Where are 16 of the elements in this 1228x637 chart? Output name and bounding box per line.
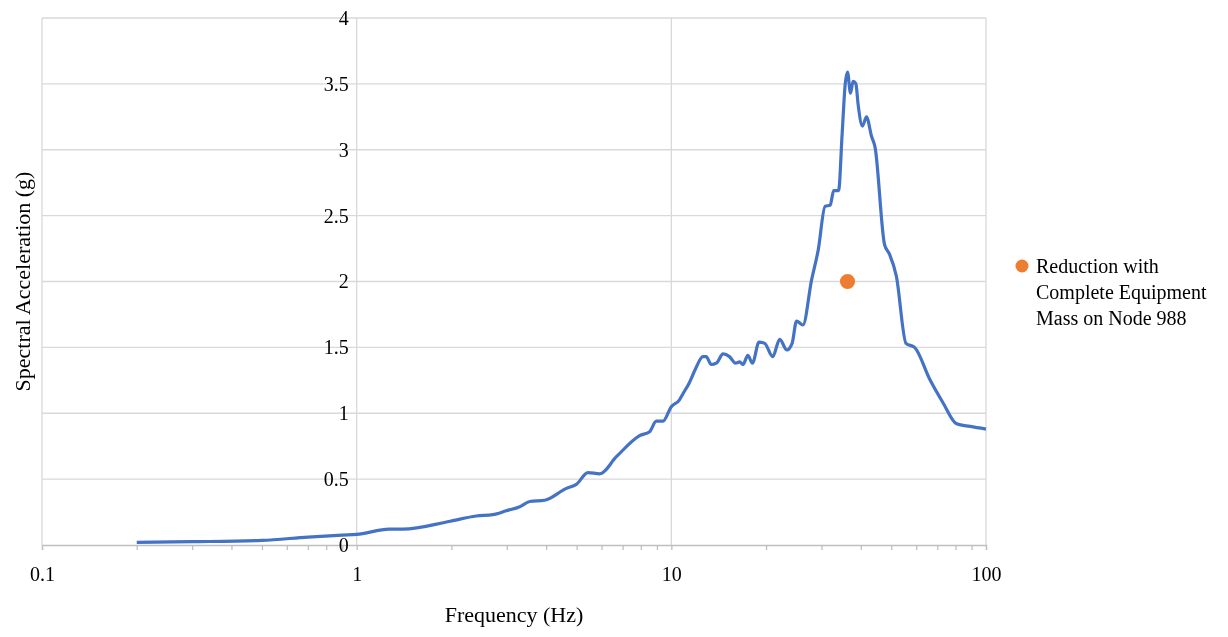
x-tick-label: 1: [352, 563, 363, 585]
y-tick-label: 0.5: [323, 468, 349, 491]
x-axis-title: Frequency (Hz): [444, 602, 584, 627]
y-tick-label: 1.5: [323, 336, 349, 359]
y-tick-label: 2: [338, 270, 349, 293]
x-tick-label: 100: [971, 563, 1002, 585]
y-tick-label: 2.5: [323, 204, 349, 227]
legend-label: Reduction with Complete Equipment Mass on Node 988: [1036, 255, 1207, 329]
y-tick-label: 1: [338, 402, 349, 425]
y-tick-label: 4: [338, 6, 349, 29]
y-tick-label: 0: [338, 533, 349, 556]
x-tick-label: 0.1: [30, 563, 55, 585]
x-tick-label: 10: [661, 563, 682, 585]
y-tick-label: 3.5: [323, 72, 349, 95]
y-tick-label: 3: [338, 138, 349, 161]
y-axis-title: Spectral Acceleration (g): [10, 171, 35, 392]
